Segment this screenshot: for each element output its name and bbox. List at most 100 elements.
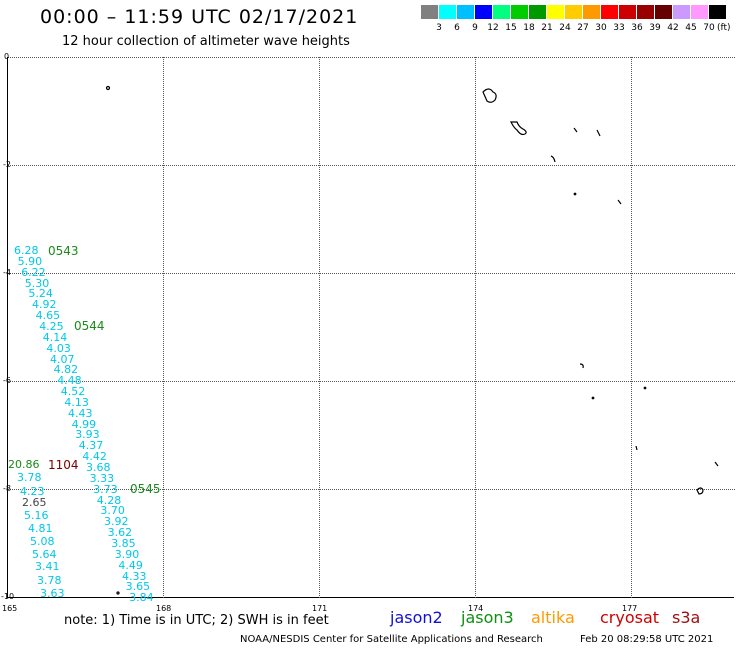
page-title: 00:00 – 11:59 UTC 02/17/2021 — [40, 6, 359, 28]
wave-height-value: 4.48 — [57, 374, 82, 388]
island-outline — [510, 121, 527, 136]
map-area[interactable] — [7, 57, 735, 598]
wave-height-value: 4.23 — [20, 485, 45, 498]
satellite-label-jason3: jason3 — [461, 608, 514, 627]
legend-label: 30 — [595, 23, 607, 33]
credit-text: NOAA/NESDIS Center for Satellite Applica… — [240, 634, 543, 645]
generated-timestamp: Feb 20 08:29:58 UTC 2021 — [580, 634, 714, 645]
legend-swatch — [457, 5, 474, 19]
legend-label: 6 — [454, 23, 460, 33]
lat-label-2: -2 — [3, 160, 11, 169]
island-outline — [482, 88, 497, 103]
legend-label: 39 — [649, 23, 661, 33]
legend-swatch — [673, 5, 690, 19]
wave-height-value: 4.14 — [42, 330, 68, 344]
wave-height-value: 5.16 — [24, 509, 49, 522]
legend-swatch — [637, 5, 654, 19]
legend-label: 70 — [703, 23, 715, 33]
wave-height-value: 3.92 — [104, 515, 129, 529]
legend-swatch — [691, 5, 708, 19]
legend-swatch — [439, 5, 456, 19]
wave-height-value: 4.43 — [68, 406, 93, 420]
wave-height-value: 4.81 — [28, 522, 53, 535]
pass-time-label: 0545 — [130, 482, 161, 496]
legend-swatch — [475, 5, 492, 19]
wave-height-value: 3.68 — [86, 461, 111, 474]
gridline-lat-6 — [8, 381, 735, 382]
legend-label: 21 — [541, 23, 553, 33]
legend-swatch — [547, 5, 564, 19]
wave-height-value: 5.90 — [17, 254, 43, 268]
satellite-label-altika: altika — [531, 608, 575, 627]
wave-height-value: 3.85 — [111, 536, 136, 550]
lon-label-171: 171 — [312, 604, 328, 613]
legend-label: 27 — [577, 23, 589, 33]
wave-height-value: 4.28 — [96, 493, 122, 507]
lon-label-177: 177 — [622, 604, 638, 613]
wave-height-value: 5.64 — [32, 548, 57, 561]
legend-swatch — [529, 5, 546, 19]
wave-height-value: 3.65 — [125, 580, 151, 594]
satellite-label-jason2: jason2 — [390, 608, 443, 627]
legend-label: 33 — [613, 23, 625, 33]
legend-swatch — [583, 5, 600, 19]
legend-label: 24 — [559, 23, 571, 33]
wave-height-value: 4.82 — [53, 363, 79, 377]
wave-height-value: 3.90 — [114, 547, 140, 561]
legend-label: 15 — [505, 23, 517, 33]
wave-height-value: 5.08 — [30, 535, 55, 548]
wave-height-value: 20.86 — [8, 458, 40, 471]
legend-swatch — [565, 5, 582, 19]
wave-height-value: 6.28 — [14, 244, 39, 257]
gridline-lon-171 — [319, 57, 320, 598]
wave-height-value: 4.33 — [122, 569, 147, 583]
wave-height-value: 3.70 — [100, 504, 125, 518]
lon-label-168: 168 — [156, 604, 172, 613]
color-legend: 3 6 9 12 15 18 21 24 27 30 33 36 39 42 45 70 (ft) — [421, 5, 733, 35]
lon-label-174: 174 — [468, 604, 484, 613]
gridline-lon-174 — [475, 57, 476, 598]
legend-swatch — [709, 5, 726, 19]
wave-height-value: 4.07 — [50, 352, 75, 366]
wave-height-value: 4.52 — [60, 385, 86, 399]
island-outline — [617, 199, 622, 205]
legend-swatch — [511, 5, 528, 19]
gridline-lon-168 — [163, 57, 164, 598]
lat-label-8: -8 — [3, 484, 11, 493]
island-outline — [643, 386, 647, 390]
satellite-label-cryosat: cryosat — [600, 608, 660, 627]
legend-swatch — [619, 5, 636, 19]
wave-height-value: 4.03 — [46, 341, 71, 355]
wave-height-value: 4.37 — [78, 439, 104, 453]
wave-height-value: 5.30 — [24, 276, 50, 290]
island-outline — [579, 363, 584, 369]
island-outline — [596, 129, 601, 137]
legend-label: 18 — [523, 23, 535, 33]
gridline-lat-4 — [8, 273, 735, 274]
island-outline — [591, 396, 595, 400]
gridline-lat-2 — [8, 165, 735, 166]
legend-label: 9 — [472, 23, 478, 33]
legend-swatch — [421, 5, 438, 19]
legend-label: 36 — [631, 23, 643, 33]
wave-height-value: 4.42 — [82, 450, 107, 464]
lat-label-10: -10 — [1, 592, 15, 601]
legend-swatch — [655, 5, 672, 19]
island-outline — [714, 461, 719, 467]
satellite-label-s3a: s3a — [672, 608, 701, 627]
wave-height-value: 4.13 — [64, 395, 89, 409]
legend-label: 3 — [436, 23, 442, 33]
lat-label-6: -6 — [3, 376, 11, 385]
footer-note: note: 1) Time is in UTC; 2) SWH is in fe… — [64, 613, 329, 628]
legend-swatch — [493, 5, 510, 19]
wave-height-value: 3.63 — [40, 587, 65, 600]
wave-height-value: 3.78 — [37, 574, 62, 587]
pass-time-label: 0543 — [48, 244, 79, 258]
wave-height-value: 5.24 — [28, 287, 53, 301]
wave-height-value: 4.99 — [71, 417, 97, 431]
gridline-lat-8 — [8, 489, 735, 490]
pass-time-label: 1104 — [48, 458, 79, 472]
wave-height-value: 4.65 — [35, 309, 61, 323]
wave-height-value: 3.84 — [129, 591, 154, 605]
